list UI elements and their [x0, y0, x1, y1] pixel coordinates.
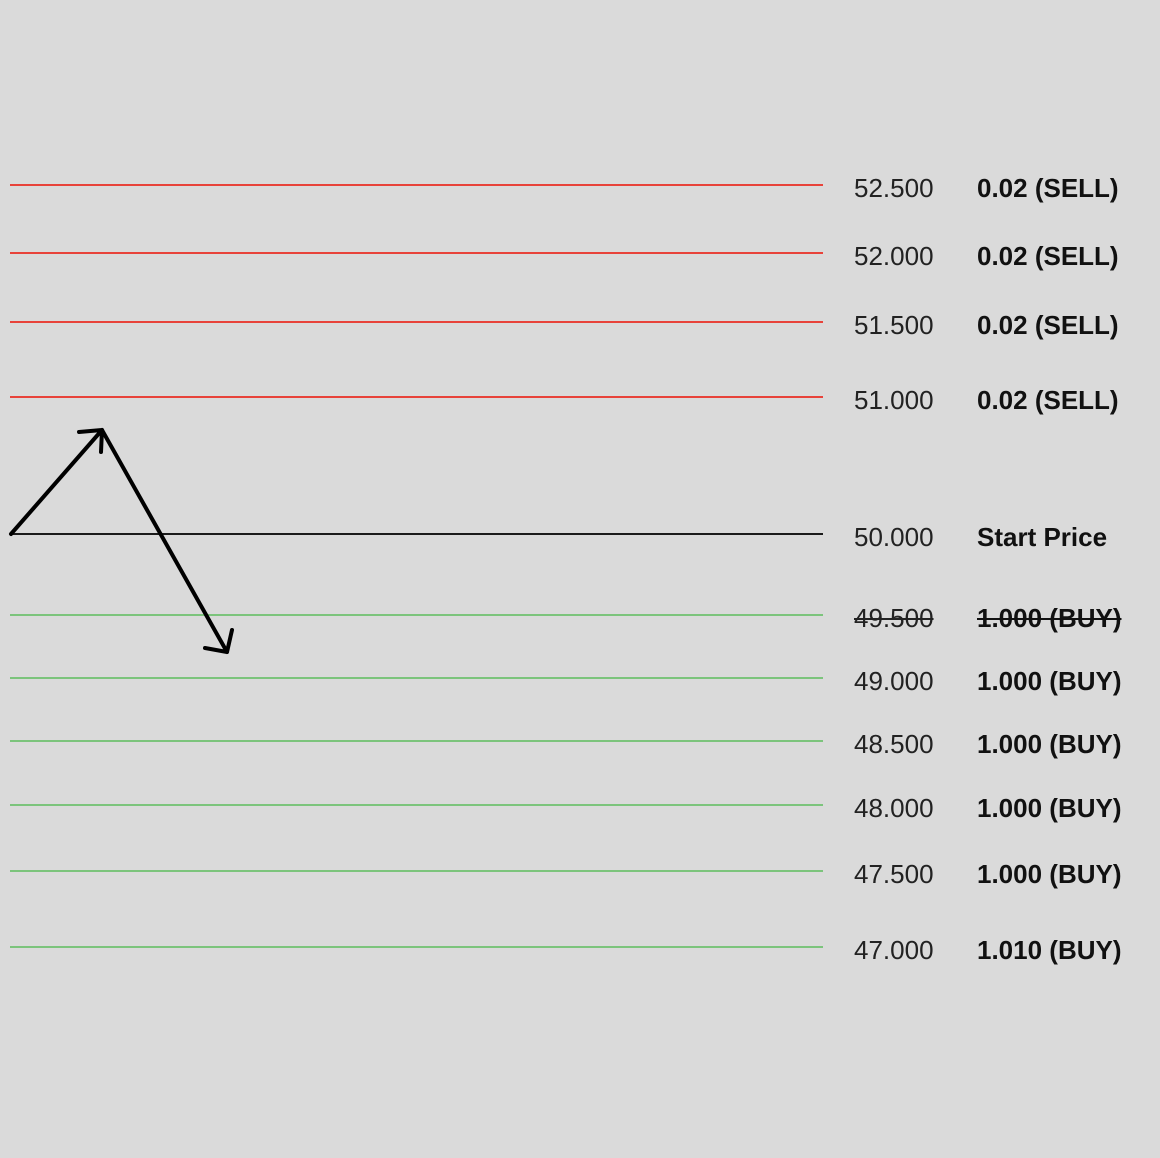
sell-level-line	[10, 184, 823, 186]
start-level-line	[10, 533, 823, 535]
buy-level-line	[10, 614, 823, 616]
sell-level-line	[10, 396, 823, 398]
level-label: 0.02 (SELL)	[977, 385, 1119, 415]
buy-level-line	[10, 740, 823, 742]
level-label: 0.02 (SELL)	[977, 173, 1119, 203]
arrow-up-icon	[9, 428, 104, 536]
level-label: 0.02 (SELL)	[977, 310, 1119, 340]
level-price: 47.000	[854, 935, 934, 965]
sell-level-line	[10, 252, 823, 254]
level-label: 1.010 (BUY)	[977, 935, 1122, 965]
buy-level-line	[10, 804, 823, 806]
sell-level-line	[10, 321, 823, 323]
level-label: Start Price	[977, 522, 1108, 552]
level-price: 49.500	[854, 603, 934, 633]
level-price: 51.500	[854, 310, 934, 340]
buy-level-line	[10, 946, 823, 948]
level-label: 0.02 (SELL)	[977, 241, 1119, 271]
level-price: 50.000	[854, 522, 934, 552]
level-price: 52.500	[854, 173, 934, 203]
level-label: 1.000 (BUY)	[977, 729, 1122, 759]
level-label: 1.000 (BUY)	[977, 666, 1122, 696]
level-label: 1.000 (BUY)	[977, 793, 1122, 823]
level-label: 1.000 (BUY)	[977, 859, 1122, 889]
level-price: 47.500	[854, 859, 934, 889]
level-price: 48.500	[854, 729, 934, 759]
buy-level-line	[10, 870, 823, 872]
level-price: 48.000	[854, 793, 934, 823]
level-price: 51.000	[854, 385, 934, 415]
level-price: 52.000	[854, 241, 934, 271]
buy-level-line	[10, 677, 823, 679]
level-label: 1.000 (BUY)	[977, 603, 1122, 633]
level-price: 49.000	[854, 666, 934, 696]
arrow-down-icon	[100, 428, 234, 654]
